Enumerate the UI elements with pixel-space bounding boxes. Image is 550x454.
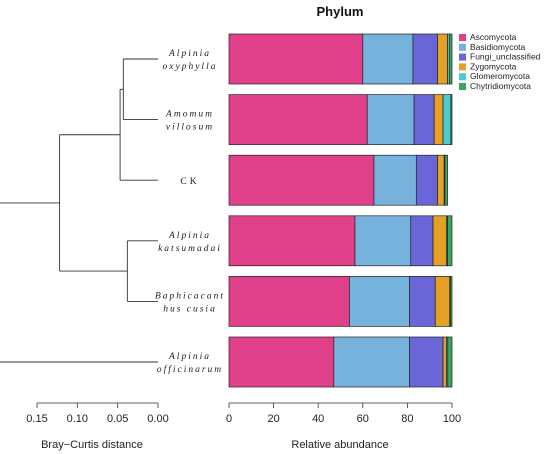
bar-segment-ascomycota — [228, 276, 350, 327]
bar-axis-title: Relative abundance — [291, 439, 388, 451]
sample-label-line1: Alpinia — [168, 49, 211, 59]
sample-label-line1: CK — [180, 177, 199, 187]
bar-axis-tick-label: 20 — [267, 413, 279, 425]
legend-label: Glomeromycota — [470, 71, 530, 81]
dendrogram-axis: 0.15 0.10 0.05 0.00 — [26, 402, 169, 425]
bar-segment-chytridiomycota — [448, 33, 453, 85]
bar-segment-ascomycota — [228, 154, 375, 206]
legend-swatch — [459, 43, 466, 51]
bar-segment-ascomycota — [228, 215, 356, 267]
bar-axis-tick-label: 40 — [312, 413, 324, 425]
sample-label-line2: katsumadai — [158, 244, 222, 254]
sample-label-line2: hus cusia — [163, 304, 217, 314]
bar-segment-zygomycota — [432, 215, 447, 267]
stacked-bars — [228, 33, 453, 388]
bar-segment-zygomycota — [433, 94, 444, 145]
sample-label-line1: Alpinia — [168, 231, 211, 241]
bar-row-6 — [228, 336, 453, 388]
bar-segment-fungi-unclassified — [409, 336, 444, 388]
chart-title: Phylum — [317, 4, 364, 19]
dendrogram — [0, 58, 158, 363]
bar-row-4 — [228, 215, 453, 267]
bar-segment-chytridiomycota — [447, 336, 453, 388]
bar-axis-tick-label: 100 — [443, 413, 461, 425]
legend-swatch — [459, 63, 466, 71]
sample-label-line1: Baphicacant — [155, 291, 225, 301]
bar-segment-zygomycota — [437, 154, 445, 206]
bar-segment-fungi-unclassified — [415, 154, 438, 206]
bar-segment-basidiomycota — [362, 33, 414, 85]
bar-segment-glomeromycota — [442, 94, 452, 145]
bar-row-5 — [228, 276, 453, 327]
bar-segment-ascomycota — [228, 33, 364, 85]
bar-axis: 0 20 40 60 80 100 — [226, 402, 461, 425]
bar-segment-basidiomycota — [333, 336, 410, 388]
sample-labels: Alpinia oxyphylla Amomum villosum CK Alpinia k… — [155, 49, 225, 375]
bar-row-2 — [228, 94, 453, 145]
legend-label: Basidiomycota — [470, 42, 526, 52]
bar-segment-ascomycota — [228, 94, 368, 145]
bar-axis-tick-label: 60 — [357, 413, 369, 425]
dendrogram-axis-tick-label: 0.00 — [147, 413, 168, 425]
legend-swatch — [459, 73, 466, 81]
legend-swatch — [459, 34, 466, 41]
bar-segment-zygomycota — [442, 336, 447, 388]
bar-segment-zygomycota — [437, 33, 448, 85]
legend-swatch — [459, 53, 466, 61]
legend-swatch — [459, 83, 466, 90]
bar-axis-tick-label: 80 — [401, 413, 413, 425]
sample-label-line2: oxyphylla — [163, 62, 218, 72]
bar-segment-fungi-unclassified — [412, 33, 438, 85]
dendrogram-axis-tick-label: 0.10 — [67, 413, 88, 425]
bar-segment-chytridiomycota — [450, 276, 453, 327]
sample-label-line1: Amomum — [165, 110, 214, 120]
bar-segment-fungi-unclassified — [413, 94, 435, 145]
bar-row-3 — [228, 154, 448, 206]
legend-label: Zygomycota — [470, 61, 517, 71]
sample-label-line1: Alpinia — [168, 352, 211, 362]
bar-segment-basidiomycota — [349, 276, 410, 327]
bar-segment-basidiomycota — [373, 154, 417, 206]
dendrogram-axis-tick-label: 0.05 — [107, 413, 128, 425]
bar-segment-chytridiomycota — [450, 94, 453, 145]
dendrogram-axis-tick-label: 0.15 — [26, 413, 47, 425]
legend-label: Ascomycota — [470, 32, 517, 42]
legend-label: Fungi_unclassified — [470, 52, 541, 62]
sample-label-line2: officinarum — [157, 364, 223, 375]
bar-segment-basidiomycota — [366, 94, 415, 145]
legend: AscomycotaBasidiomycotaFungi_unclassifie… — [459, 32, 541, 91]
bar-segment-basidiomycota — [354, 215, 412, 267]
sample-label-line2: villosum — [166, 123, 214, 133]
bar-segment-ascomycota — [228, 336, 335, 388]
bar-segment-chytridiomycota — [444, 154, 448, 206]
bar-row-1 — [228, 33, 453, 85]
dendrogram-axis-title: Bray−Curtis distance — [41, 439, 143, 451]
bar-segment-zygomycota — [434, 276, 451, 327]
bar-segment-fungi-unclassified — [409, 276, 436, 327]
legend-label: Chytridiomycota — [470, 81, 531, 91]
bar-segment-chytridiomycota — [447, 215, 453, 267]
bar-segment-fungi-unclassified — [410, 215, 434, 267]
bar-axis-tick-label: 0 — [226, 413, 232, 425]
